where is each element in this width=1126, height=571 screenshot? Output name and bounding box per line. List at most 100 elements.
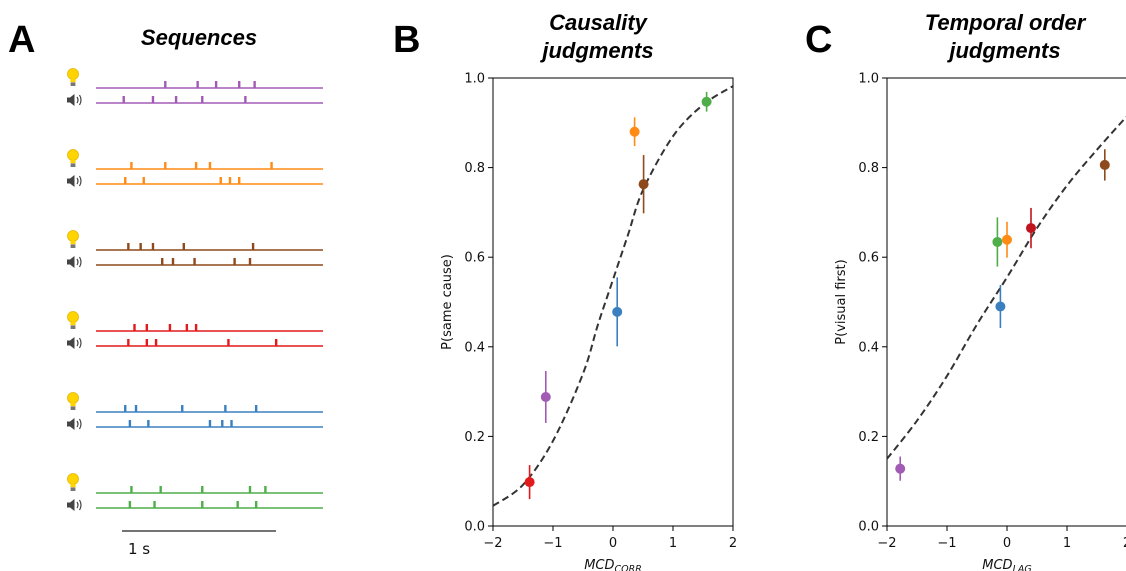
visual-pulse xyxy=(253,81,256,88)
visual-pulse xyxy=(168,324,172,331)
auditory-pulse xyxy=(127,339,130,346)
panel-title-a: Sequences xyxy=(141,25,257,50)
data-point xyxy=(995,301,1006,312)
speaker-icon xyxy=(67,499,82,511)
y-tick-label: 0.4 xyxy=(464,340,485,355)
visual-pulse xyxy=(248,486,252,493)
auditory-pulse xyxy=(161,258,164,265)
visual-pulse xyxy=(254,405,258,412)
speaker-icon xyxy=(67,256,82,268)
panel-letter-b: B xyxy=(393,19,420,61)
visual-pulse xyxy=(201,486,204,493)
auditory-pulse xyxy=(221,420,224,427)
x-tick-label: 2 xyxy=(1123,536,1126,551)
visual-pulse xyxy=(264,486,267,493)
data-point xyxy=(612,306,623,317)
auditory-pulse xyxy=(193,258,196,265)
fit-curve xyxy=(493,85,733,507)
y-tick-label: 1.0 xyxy=(464,72,485,87)
panel-c: C Temporal order judgments −2 −1 0 1 2 0.0 0.2… xyxy=(805,10,1126,571)
auditory-pulse xyxy=(233,258,236,265)
visual-pulse xyxy=(196,81,199,88)
y-axis-label: P(visual first) xyxy=(834,259,849,344)
lightbulb-icon xyxy=(67,392,79,410)
visual-pulse xyxy=(130,486,133,493)
data-point xyxy=(1099,159,1110,170)
visual-pulse xyxy=(145,324,149,331)
y-tick-label: 0.8 xyxy=(858,161,879,176)
visual-pulse xyxy=(194,324,198,331)
y-tick-label: 0.4 xyxy=(858,340,879,355)
auditory-pulse xyxy=(142,177,145,184)
x-tick-label: 0 xyxy=(1003,536,1011,551)
y-tick-label: 0.6 xyxy=(464,251,485,266)
y-tick-label: 0.0 xyxy=(858,520,879,535)
auditory-pulse xyxy=(201,501,204,508)
visual-pulse xyxy=(270,162,273,169)
x-tick-label: 1 xyxy=(1063,536,1071,551)
auditory-pulse xyxy=(154,339,158,346)
panel-b: B Causality judgments −2 −1 0 1 2 0.0 0.2 0.4 0.… xyxy=(393,10,737,571)
auditory-pulse xyxy=(124,177,127,184)
x-tick-label: −1 xyxy=(937,536,956,551)
auditory-pulse xyxy=(254,501,258,508)
visual-pulse xyxy=(134,405,138,412)
data-point xyxy=(1002,234,1012,245)
temporal-order-plot: −2 −1 0 1 2 0.0 0.2 0.4 0.6 0.8 1.0 P(visual first)… xyxy=(834,72,1126,571)
auditory-pulse xyxy=(128,501,132,508)
auditory-pulse xyxy=(238,177,241,184)
panel-letter-c: C xyxy=(805,19,832,61)
visual-pulse xyxy=(164,162,167,169)
data-point xyxy=(540,391,551,402)
panel-title-c-line1: Temporal order xyxy=(925,10,1087,35)
visual-pulse xyxy=(185,324,189,331)
auditory-pulse xyxy=(122,96,125,103)
x-tick-label: −1 xyxy=(543,536,562,551)
data-point xyxy=(992,236,1003,247)
y-tick-label: 0.2 xyxy=(858,430,879,445)
auditory-pulse xyxy=(201,96,204,103)
x-tick-label: 1 xyxy=(669,536,677,551)
y-axis-label: P(same cause) xyxy=(440,254,455,350)
fit-curve xyxy=(887,115,1126,460)
x-tick-label: 2 xyxy=(729,536,737,551)
lightbulb-icon xyxy=(67,473,79,491)
sequence-row xyxy=(67,68,323,106)
x-tick-label: −2 xyxy=(483,536,502,551)
speaker-icon xyxy=(67,418,82,430)
auditory-pulse xyxy=(244,96,247,103)
lightbulb-icon xyxy=(67,149,79,167)
visual-pulse xyxy=(130,162,133,169)
auditory-pulse xyxy=(151,96,155,103)
auditory-pulse xyxy=(147,420,150,427)
panel-letter-a: A xyxy=(8,19,35,61)
auditory-pulse xyxy=(230,420,233,427)
visual-pulse xyxy=(133,324,136,331)
auditory-pulse xyxy=(153,501,156,508)
plot-frame xyxy=(492,77,734,527)
sequence-row xyxy=(67,392,323,430)
sequence-row xyxy=(67,149,323,187)
auditory-pulse xyxy=(248,258,252,265)
x-tick-label: −2 xyxy=(877,536,896,551)
lightbulb-icon xyxy=(67,230,79,248)
sequence-row xyxy=(67,473,323,511)
visual-pulse xyxy=(127,243,130,250)
visual-pulse xyxy=(159,486,162,493)
auditory-pulse xyxy=(171,258,175,265)
speaker-icon xyxy=(67,175,82,187)
y-tick-label: 0.8 xyxy=(464,161,485,176)
scale-bar: 1 s xyxy=(122,530,276,558)
auditory-pulse xyxy=(174,96,178,103)
y-tick-label: 1.0 xyxy=(858,72,879,87)
visual-pulse xyxy=(214,81,218,88)
auditory-pulse xyxy=(208,420,212,427)
sequence-row xyxy=(67,311,323,349)
speaker-icon xyxy=(67,337,82,349)
auditory-pulse xyxy=(219,177,222,184)
x-axis-label: MCDCORR xyxy=(584,558,642,571)
sequence-rows xyxy=(67,68,323,511)
auditory-pulse xyxy=(145,339,149,346)
panel-a: A Sequences 1 s xyxy=(8,19,323,558)
